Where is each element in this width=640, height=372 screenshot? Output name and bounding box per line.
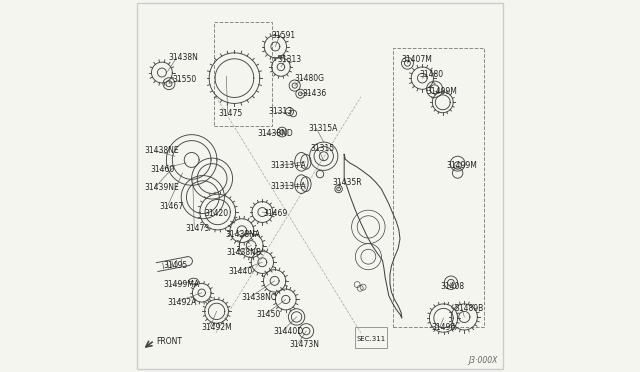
Text: 31492A: 31492A	[168, 298, 197, 307]
Bar	[214, 22, 271, 126]
Text: 31438NA: 31438NA	[225, 230, 260, 239]
Text: 31438ND: 31438ND	[257, 129, 293, 138]
Text: 31438NE: 31438NE	[145, 146, 179, 155]
Text: 31313: 31313	[268, 107, 292, 116]
Text: 31480: 31480	[419, 70, 443, 79]
Text: 31469: 31469	[264, 209, 288, 218]
Text: FRONT: FRONT	[156, 337, 182, 346]
Text: SEC.311: SEC.311	[356, 336, 386, 342]
Text: 31435R: 31435R	[333, 178, 362, 187]
Text: 31438NC: 31438NC	[241, 293, 276, 302]
Text: 31315A: 31315A	[308, 124, 337, 133]
Text: 31450: 31450	[257, 310, 281, 319]
Text: 31499MA: 31499MA	[163, 280, 199, 289]
Text: 31408: 31408	[441, 282, 465, 291]
Text: 31440: 31440	[228, 267, 252, 276]
Text: 31439NE: 31439NE	[145, 183, 179, 192]
Bar	[392, 48, 484, 327]
Text: 31480B: 31480B	[454, 304, 483, 313]
Text: 31480G: 31480G	[294, 74, 324, 83]
Text: 31440D: 31440D	[273, 327, 303, 336]
Text: 31420: 31420	[205, 209, 229, 218]
Text: 31495: 31495	[163, 262, 188, 270]
Text: 31475: 31475	[219, 109, 243, 118]
Text: 31473N: 31473N	[289, 340, 319, 349]
Text: 31313+A: 31313+A	[271, 161, 307, 170]
Text: 31315: 31315	[310, 144, 334, 153]
Text: 31313: 31313	[277, 55, 301, 64]
Text: 31438NB: 31438NB	[227, 248, 261, 257]
Text: 31436: 31436	[303, 89, 327, 97]
Text: 31409M: 31409M	[426, 87, 457, 96]
Text: 31313+A: 31313+A	[271, 182, 307, 190]
Text: J3·000X: J3·000X	[468, 356, 498, 365]
Text: 31467: 31467	[159, 202, 184, 211]
Text: 31591: 31591	[271, 31, 296, 40]
Text: 31492M: 31492M	[202, 323, 232, 332]
Text: 31550: 31550	[172, 76, 196, 84]
Text: 31460: 31460	[150, 165, 175, 174]
Bar	[355, 327, 387, 348]
Text: 31407M: 31407M	[401, 55, 432, 64]
Text: 31496: 31496	[431, 323, 456, 332]
Text: 31438N: 31438N	[168, 53, 198, 62]
Text: 31473: 31473	[186, 224, 209, 233]
Text: 31499M: 31499M	[447, 161, 477, 170]
